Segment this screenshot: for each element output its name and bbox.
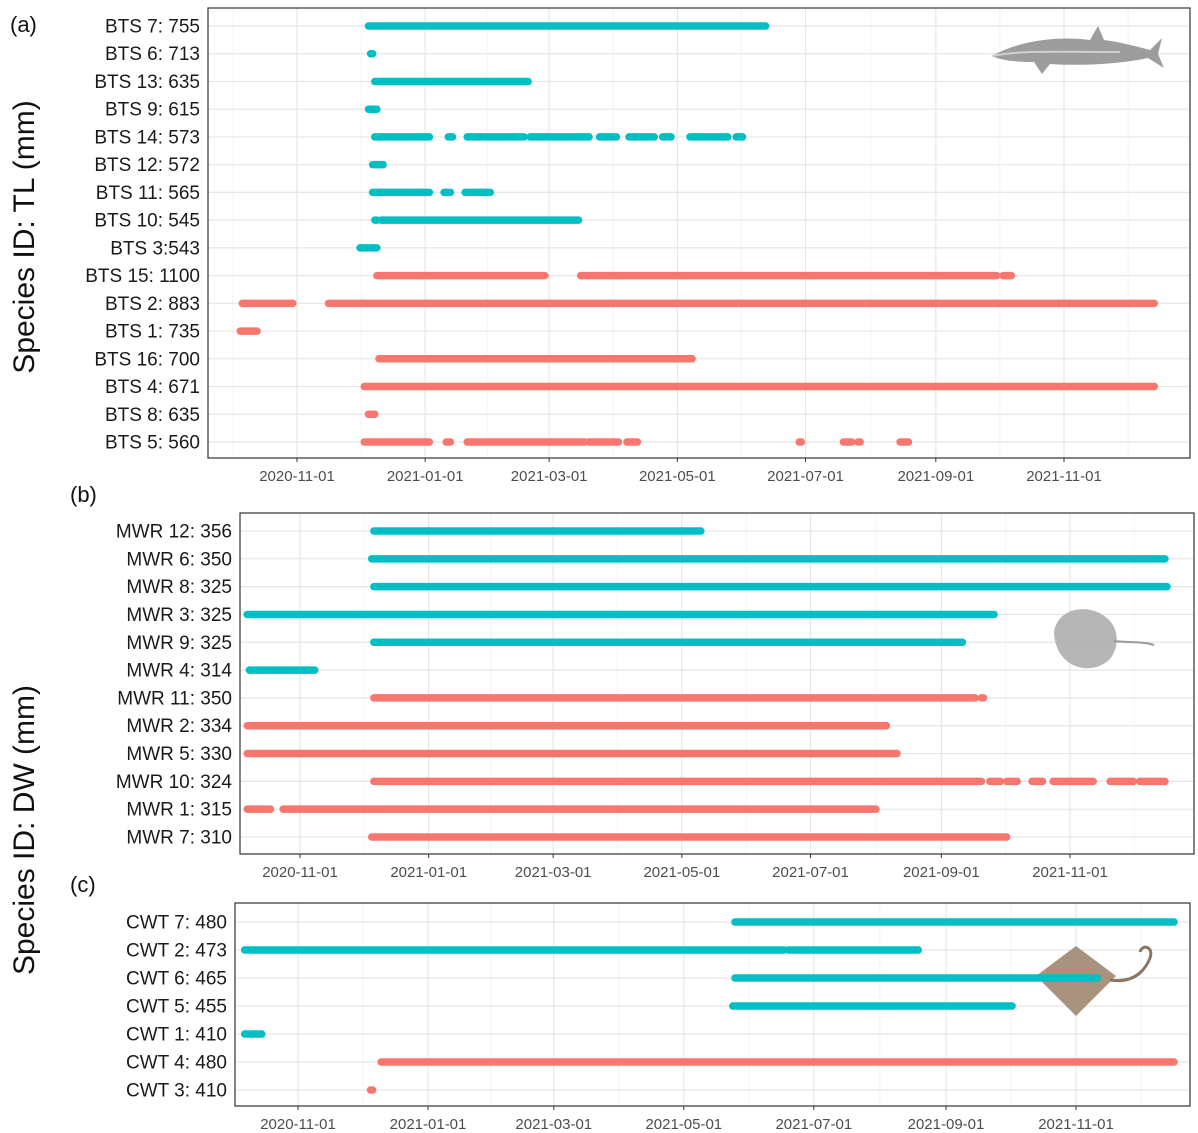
category-label: CWT 4: 480 — [126, 1053, 227, 1074]
category-label: CWT 6: 465 — [126, 969, 227, 990]
category-label: MWR 3: 325 — [126, 605, 232, 626]
x-tick-label: 2021-07-01 — [767, 468, 844, 485]
x-tick-label: 2021-01-01 — [390, 864, 467, 881]
plot-frame — [239, 512, 1195, 855]
category-label: MWR 12: 356 — [116, 522, 232, 543]
panel-label-a: (a) — [10, 12, 37, 37]
x-tick-label: 2021-07-01 — [775, 1116, 852, 1133]
category-label: CWT 1: 410 — [126, 1025, 227, 1046]
x-tick-label: 2021-07-01 — [772, 864, 849, 881]
x-tick-label: 2021-03-01 — [515, 864, 592, 881]
category-label: BTS 12: 572 — [94, 155, 200, 176]
x-tick-label: 2021-03-01 — [515, 1116, 592, 1133]
panel-label-b: (b) — [70, 482, 97, 507]
x-tick-label: 2020-11-01 — [260, 1116, 336, 1133]
category-label: BTS 13: 635 — [94, 72, 200, 93]
category-label: BTS 14: 573 — [94, 127, 200, 148]
x-tick-label: 2021-05-01 — [643, 864, 720, 881]
category-label: BTS 3:543 — [110, 238, 200, 259]
category-label: BTS 10: 545 — [94, 211, 200, 232]
category-label: BTS 15: 1100 — [85, 266, 200, 287]
x-tick-label: 2021-11-01 — [1032, 864, 1108, 881]
timeline-panel-a: BTS 7: 755 BTS 6: 713 BTS 13: 635 BTS 9: 61… — [85, 7, 1191, 485]
category-label: CWT 3: 410 — [126, 1081, 227, 1102]
category-label: BTS 2: 883 — [105, 294, 200, 315]
x-tick-label: 2021-09-01 — [897, 468, 974, 485]
panel-label-c: (c) — [70, 872, 96, 897]
category-label: BTS 16: 700 — [94, 349, 200, 370]
category-label: MWR 10: 324 — [116, 772, 233, 793]
x-tick-label: 2021-09-01 — [908, 1116, 985, 1133]
x-tick-label: 2021-05-01 — [639, 468, 716, 485]
category-label: MWR 4: 314 — [126, 661, 232, 682]
category-label: BTS 4: 671 — [105, 377, 200, 398]
x-tick-label: 2021-05-01 — [645, 1116, 722, 1133]
x-tick-label: 2020-11-01 — [259, 468, 335, 485]
ray-silhouette — [1054, 609, 1155, 669]
x-tick-label: 2021-01-01 — [390, 1116, 467, 1133]
category-label: MWR 5: 330 — [126, 744, 232, 765]
plot-frame — [234, 902, 1191, 1107]
category-label: BTS 5: 560 — [105, 433, 200, 454]
x-tick-label: 2021-03-01 — [511, 468, 588, 485]
timeline-panel-b: MWR 12: 356 MWR 6: 350 MWR 8: 325 MWR 3: 32… — [116, 512, 1195, 881]
category-label: CWT 2: 473 — [126, 941, 227, 962]
category-label: BTS 9: 615 — [105, 100, 200, 121]
x-tick-label: 2020-11-01 — [262, 864, 338, 881]
category-label: BTS 7: 755 — [105, 17, 200, 38]
category-label: CWT 5: 455 — [126, 997, 227, 1018]
category-label: BTS 11: 565 — [96, 183, 200, 204]
category-label: MWR 7: 310 — [126, 828, 232, 849]
category-label: CWT 7: 480 — [126, 913, 227, 934]
x-tick-label: 2021-01-01 — [387, 468, 464, 485]
category-label: MWR 2: 334 — [126, 716, 232, 737]
plot-background — [240, 513, 1194, 854]
category-label: MWR 9: 325 — [126, 633, 232, 654]
category-label: MWR 11: 350 — [117, 688, 232, 709]
category-label: MWR 8: 325 — [126, 577, 232, 598]
category-label: BTS 8: 635 — [105, 405, 200, 426]
plot-frame — [207, 7, 1191, 459]
shark-silhouette — [991, 26, 1164, 74]
x-tick-label: 2021-11-01 — [1038, 1116, 1114, 1133]
x-tick-label: 2021-11-01 — [1026, 468, 1102, 485]
plot-background — [235, 903, 1190, 1106]
plot-background — [208, 8, 1190, 458]
category-label: BTS 6: 713 — [105, 44, 200, 65]
category-label: MWR 1: 315 — [126, 800, 232, 821]
x-tick-label: 2021-09-01 — [903, 864, 980, 881]
timeline-panel-c: CWT 7: 480 CWT 2: 473 CWT 6: 465 CWT 5: 455… — [126, 902, 1191, 1133]
category-label: BTS 1: 735 — [105, 322, 200, 343]
category-label: MWR 6: 350 — [126, 549, 232, 570]
